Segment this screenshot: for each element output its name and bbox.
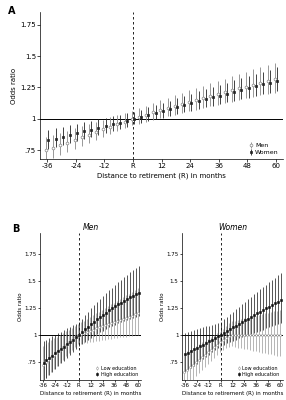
Y-axis label: Odds ratio: Odds ratio [11, 68, 17, 104]
Y-axis label: Odds ratio: Odds ratio [160, 292, 165, 321]
X-axis label: Distance to retirement (R) in months: Distance to retirement (R) in months [182, 391, 283, 396]
Title: Men: Men [83, 223, 99, 232]
X-axis label: Distance to retirement (R) in months: Distance to retirement (R) in months [40, 391, 141, 396]
X-axis label: Distance to retirement (R) in months: Distance to retirement (R) in months [97, 172, 226, 179]
Text: A: A [9, 6, 16, 16]
Legend: Low education, High education: Low education, High education [94, 365, 139, 378]
Y-axis label: Odds ratio: Odds ratio [18, 292, 23, 321]
Text: B: B [12, 224, 19, 234]
Legend: Men, Women: Men, Women [247, 142, 280, 156]
Legend: Low education, High education: Low education, High education [236, 365, 281, 378]
Title: Women: Women [218, 223, 247, 232]
